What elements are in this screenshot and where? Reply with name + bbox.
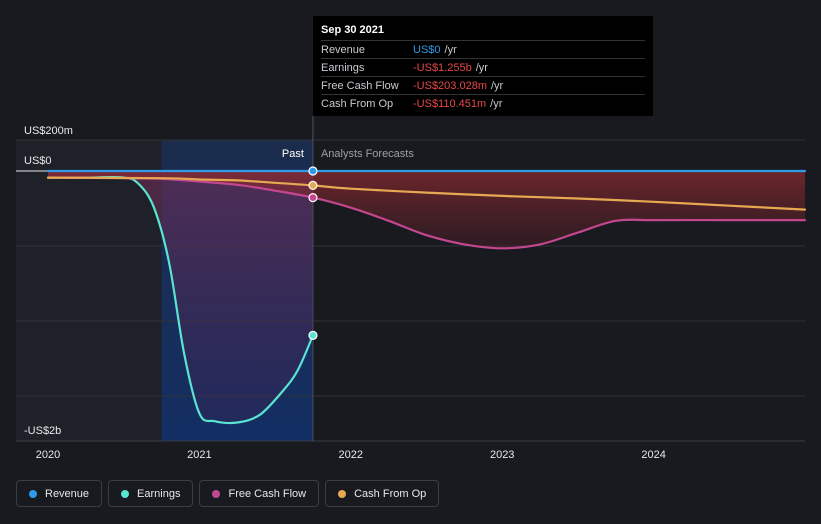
tooltip-row-unit: /yr: [490, 97, 503, 110]
legend-dot-icon: [121, 489, 130, 498]
free-cash-flow-area: [48, 171, 805, 249]
tooltip-row-value: -US$203.028m: [413, 79, 487, 92]
x-tick-label: 2021: [187, 449, 211, 461]
tooltip-row-label: Cash From Op: [321, 97, 394, 110]
point-earnings: [308, 330, 318, 341]
tooltip-row-value: -US$110.451m: [413, 97, 487, 110]
past-region-bg: [16, 140, 162, 441]
tooltip: Sep 30 2021 Revenue US$0/yr Earnings -US$1.…: [313, 16, 653, 116]
x-tick-label: 2023: [490, 449, 514, 461]
legend-item-earnings[interactable]: Earnings: [108, 480, 194, 507]
x-tick-label: 2024: [641, 449, 665, 461]
tooltip-row-value: US$0: [413, 43, 441, 56]
legend-dot-icon: [29, 489, 37, 498]
series-line-cash-from-op: [46, 176, 807, 211]
point-cash-from-op: [308, 180, 318, 191]
legend-item-revenue[interactable]: Revenue: [16, 480, 103, 507]
legend-label: Cash From Op: [354, 487, 427, 500]
x-tick-label: 2022: [339, 449, 363, 461]
point-revenue: [308, 166, 318, 176]
tooltip-row-label: Free Cash Flow: [321, 79, 399, 92]
tooltip-row-unit: /yr: [475, 61, 488, 74]
tooltip-row: Earnings -US$1.255b/yr: [321, 58, 645, 76]
legend-item-free-cash-flow[interactable]: Free Cash Flow: [199, 480, 320, 507]
x-tick-label: 2020: [36, 449, 60, 461]
legend-dot-icon: [338, 489, 347, 498]
earnings-area: [48, 171, 313, 423]
legend-label: Earnings: [137, 487, 181, 500]
y-axis-label: US$0: [24, 155, 52, 167]
y-axis-label: US$200m: [24, 125, 73, 137]
tooltip-date: Sep 30 2021: [321, 24, 384, 36]
legend-dot-icon: [212, 489, 221, 498]
tooltip-row: Revenue US$0/yr: [321, 40, 645, 58]
tooltip-row-label: Revenue: [321, 43, 366, 56]
y-axis-label: -US$2b: [24, 425, 61, 437]
legend-label: Revenue: [45, 487, 90, 500]
tooltip-row: Free Cash Flow -US$203.028m/yr: [321, 76, 645, 94]
tooltip-row-unit: /yr: [444, 43, 457, 56]
legend-label: Free Cash Flow: [228, 487, 307, 500]
tooltip-row-value: -US$1.255b: [413, 61, 472, 74]
tooltip-row-label: Earnings: [321, 61, 365, 74]
past-label: Past: [282, 148, 304, 160]
series-line-free-cash-flow: [46, 176, 807, 250]
tooltip-row-unit: /yr: [491, 79, 504, 92]
tooltip-row: Cash From Op -US$110.451m/yr: [321, 94, 645, 112]
forecast-label: Analysts Forecasts: [321, 148, 414, 160]
legend-item-cash-from-op[interactable]: Cash From Op: [325, 480, 440, 507]
point-free-cash-flow: [308, 192, 318, 203]
legend: Revenue Earnings Free Cash Flow Cash From O…: [16, 480, 440, 507]
